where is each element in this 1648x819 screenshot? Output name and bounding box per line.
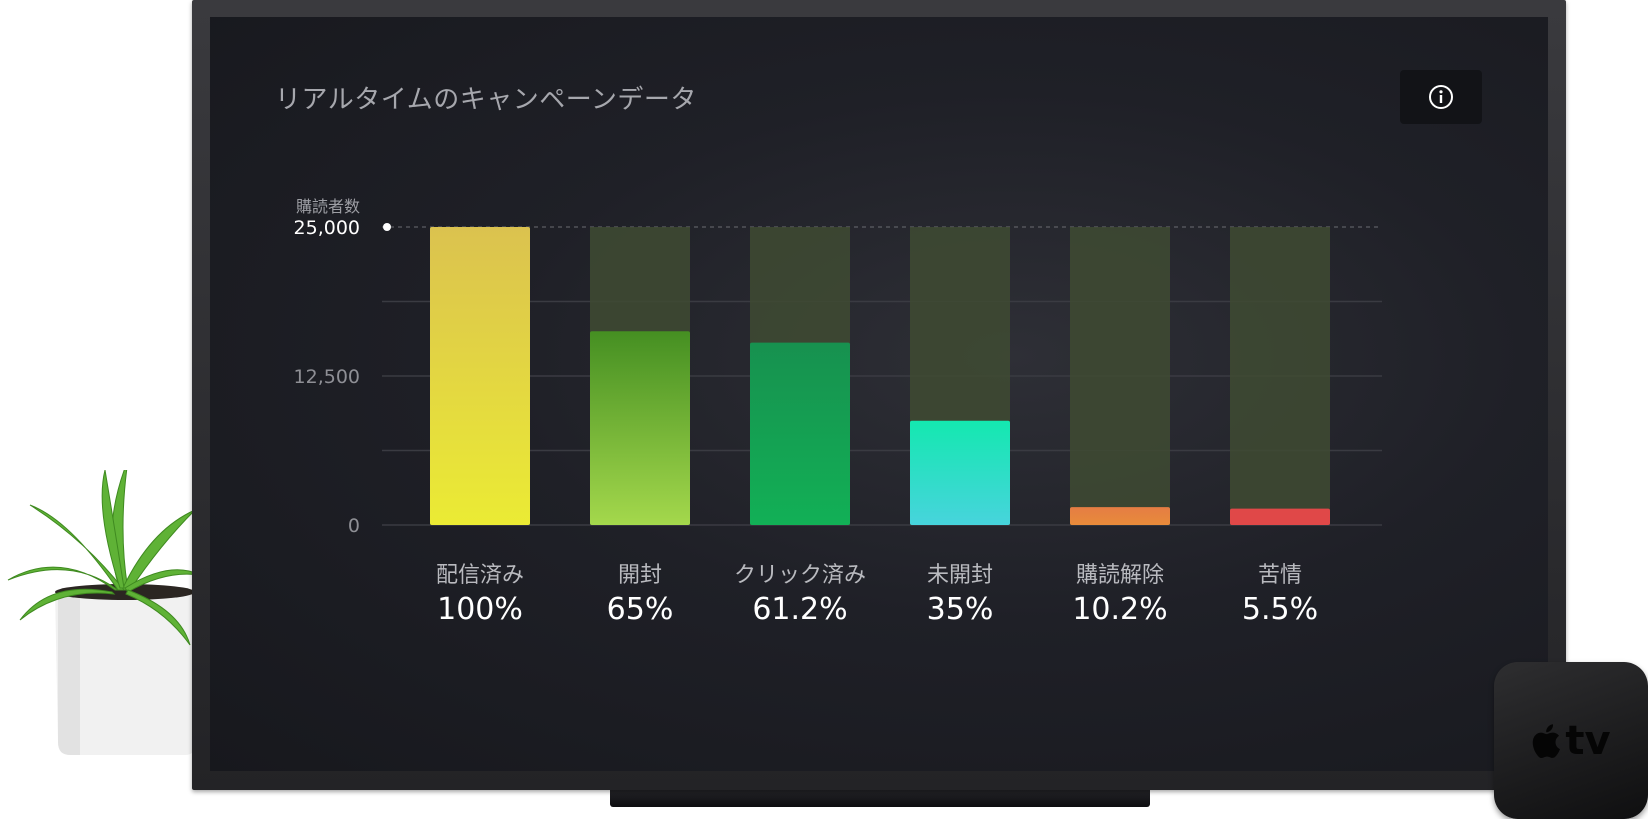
bar-3 xyxy=(750,342,850,525)
info-circle-icon xyxy=(1429,85,1453,109)
bar-1 xyxy=(430,227,530,525)
y-axis-title: 購読者数 xyxy=(296,197,361,216)
bar-2 xyxy=(590,331,690,525)
percent-label: 100% xyxy=(437,592,523,627)
percent-label: 35% xyxy=(926,592,994,627)
apple-logo-icon xyxy=(1533,723,1561,758)
percent-label: 10.2% xyxy=(1072,592,1168,627)
device-brand-text: tv xyxy=(1565,717,1611,764)
bar-4 xyxy=(910,420,1010,525)
bar-5 xyxy=(1070,507,1170,525)
info-button[interactable] xyxy=(1400,70,1482,124)
percent-label: 61.2% xyxy=(752,592,848,627)
bar-track xyxy=(1070,227,1170,525)
page-title: リアルタイムのキャンペーンデータ xyxy=(275,85,697,115)
category-label: 購読解除 xyxy=(1075,563,1164,588)
tv-screen: リアルタイムのキャンペーンデータ 購読者数 25,000 12,500 0 配信… xyxy=(210,17,1548,771)
category-label: 開封 xyxy=(617,563,662,588)
y-tick-mid: 12,500 xyxy=(293,366,360,388)
category-label: 配信済み xyxy=(435,563,524,588)
y-tick-zero: 0 xyxy=(347,515,360,537)
percent-label: 65% xyxy=(606,592,674,627)
max-marker xyxy=(383,223,391,231)
y-tick-max: 25,000 xyxy=(293,217,360,239)
bar-chart xyxy=(382,223,1382,526)
tv-stand-base xyxy=(610,785,1150,807)
plant-decoration xyxy=(7,470,200,755)
category-label: 苦情 xyxy=(1257,563,1302,588)
bar-6 xyxy=(1230,508,1330,525)
category-label: 未開封 xyxy=(926,563,993,588)
apple-tv-device: tv xyxy=(1494,662,1648,819)
bar-track xyxy=(1230,227,1330,525)
category-label: クリック済み xyxy=(733,563,866,588)
percent-label: 5.5% xyxy=(1241,592,1319,627)
